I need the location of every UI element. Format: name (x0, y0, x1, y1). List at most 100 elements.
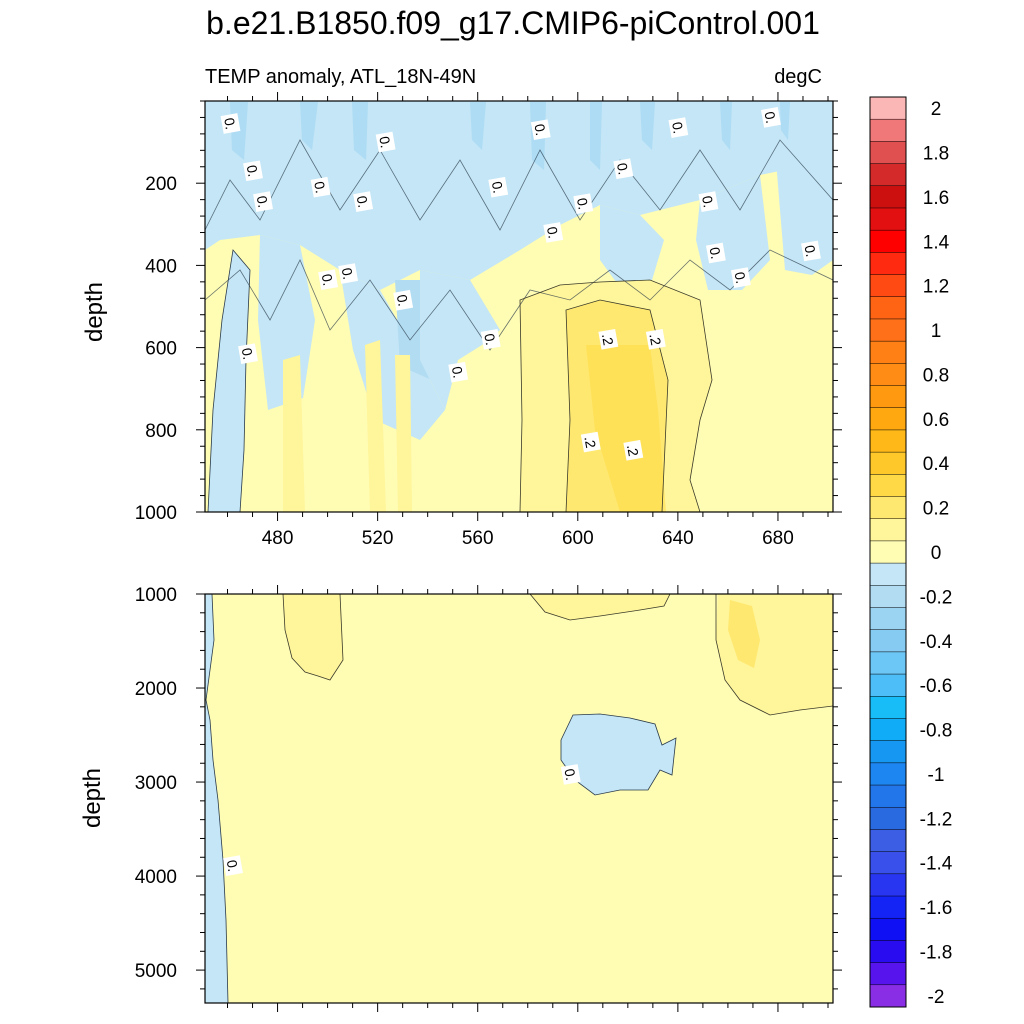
lower-y-axis: 1000 2000 3000 4000 5000 (135, 585, 842, 990)
colorbar-swatch (870, 940, 906, 964)
lower-x-axis (227, 585, 829, 1012)
colorbar-label: 1.8 (923, 143, 949, 164)
contour-label: 0. (238, 343, 258, 365)
upper-contour-line-a (205, 139, 833, 231)
contour-label-box (318, 269, 339, 291)
lower-west-negative-strip (205, 594, 228, 1003)
colorbar-swatch (870, 984, 906, 1008)
colorbar-swatch (870, 252, 906, 275)
contour-label-text: 0. (319, 273, 337, 287)
colorbar-swatch (870, 629, 906, 653)
y-tick-label: 600 (145, 339, 177, 360)
contour-label: 0. (530, 119, 551, 141)
lower-contour-labels: 0. 0. (223, 764, 581, 876)
lower-contour-line-c (529, 594, 671, 621)
colorbar-swatch (870, 873, 906, 897)
contour-label-text: 0. (669, 121, 687, 135)
contour-label: 0. (613, 158, 634, 180)
contour-label-text: 0. (699, 195, 717, 209)
contour-label-text: .2 (624, 443, 642, 457)
lower-positive-patch-b (530, 594, 670, 620)
contour-label-text: 0. (244, 164, 262, 178)
colorbar-swatch (870, 651, 906, 675)
upper-positive-strip-c (395, 355, 412, 512)
contour-label: .2 (580, 431, 601, 453)
contour-label-box (598, 328, 619, 350)
colorbar-label: -2 (928, 987, 945, 1008)
contour-label-box (353, 191, 374, 212)
y-tick-label: 200 (145, 174, 177, 195)
contour-label: 0. (573, 193, 594, 215)
lower-contour-line-d (715, 594, 833, 716)
colorbar-label: 1.2 (923, 277, 949, 298)
colorbar-label: 1.6 (923, 188, 949, 209)
colorbar-label: -1.6 (920, 898, 953, 919)
colorbar-swatch (870, 474, 906, 497)
upper-contour-line-b (205, 249, 833, 351)
y-tick-label: 800 (145, 421, 177, 442)
contour-label-text: .2 (599, 332, 617, 346)
x-tick-label: 680 (762, 528, 794, 549)
x-tick-label: 520 (362, 528, 394, 549)
x-tick-label: 600 (562, 528, 594, 549)
contour-label: 0. (480, 328, 501, 350)
colorbar-label: 0.2 (923, 499, 949, 520)
contour-label-text: 0. (489, 180, 507, 194)
colorbar-swatch (870, 674, 906, 697)
y-tick-label: 1000 (135, 503, 177, 524)
contour-label-text: 0. (544, 225, 562, 239)
contour-label-box (730, 267, 751, 288)
upper-positive-peak (586, 345, 666, 512)
contour-label: 0. (488, 176, 509, 198)
lower-frame (204, 593, 834, 1004)
colorbar-label: 0 (931, 543, 942, 564)
colorbar-swatch (870, 518, 906, 542)
upper-frame (204, 100, 834, 513)
contour-label-text: 0. (354, 195, 372, 209)
contour-label-box (238, 343, 258, 365)
upper-contour-labels: 0.0.0.0.0.0.0. 0.0.0.0.0.0.0.0. 0.0.0. 0.0.… (220, 107, 821, 461)
colorbar-swatch (870, 296, 906, 320)
chart-subtitle: TEMP anomaly, ATL_18N-49N (205, 66, 476, 88)
contour-label: 0. (543, 222, 564, 243)
y-tick-label: 5000 (135, 961, 177, 982)
y-tick-label: 3000 (135, 773, 177, 794)
contour-label-text: 0. (339, 266, 357, 280)
contour-label-box (580, 431, 601, 453)
upper-contour-line-c (519, 279, 713, 512)
contour-label-text: 0. (239, 347, 257, 361)
contour-label-box (705, 242, 726, 264)
contour-label-text: 0. (574, 197, 592, 211)
contour-label: 0. (393, 289, 414, 311)
contour-label-text: 0. (394, 293, 412, 307)
contour-label-text: 0. (802, 244, 820, 258)
contour-label-text: 0. (376, 135, 394, 149)
colorbar-swatch (870, 341, 906, 364)
contour-label-box (543, 222, 564, 243)
contour-label: 0. (761, 107, 781, 128)
upper-contour-line-e (207, 249, 251, 512)
upper-negative-lobe-b (340, 270, 445, 440)
contour-label: 0. (705, 242, 726, 264)
contour-label-box (560, 764, 581, 785)
colorbar-swatch (870, 718, 906, 742)
contour-label-box (243, 160, 263, 182)
colorbar-swatch (870, 230, 906, 253)
colorbar-swatch (870, 696, 906, 719)
lower-contour-line-b (282, 594, 344, 681)
colorbar-swatch (870, 896, 906, 919)
contour-label: 0. (223, 855, 243, 876)
colorbar-swatch (870, 563, 906, 586)
contour-label-text: 0. (614, 162, 632, 176)
colorbar-label: -0.4 (920, 632, 953, 653)
colorbar-swatch (870, 807, 906, 830)
colorbar-label: 0.6 (923, 410, 949, 431)
contour-label-box (761, 107, 781, 128)
contour-label: 0. (698, 191, 719, 212)
upper-negative-lobe-a (258, 235, 315, 410)
contour-label-text: 0. (732, 271, 750, 285)
contour-label-text: 0. (224, 859, 242, 873)
contour-label: 0. (318, 269, 339, 291)
y-tick-label: 2000 (135, 679, 177, 700)
